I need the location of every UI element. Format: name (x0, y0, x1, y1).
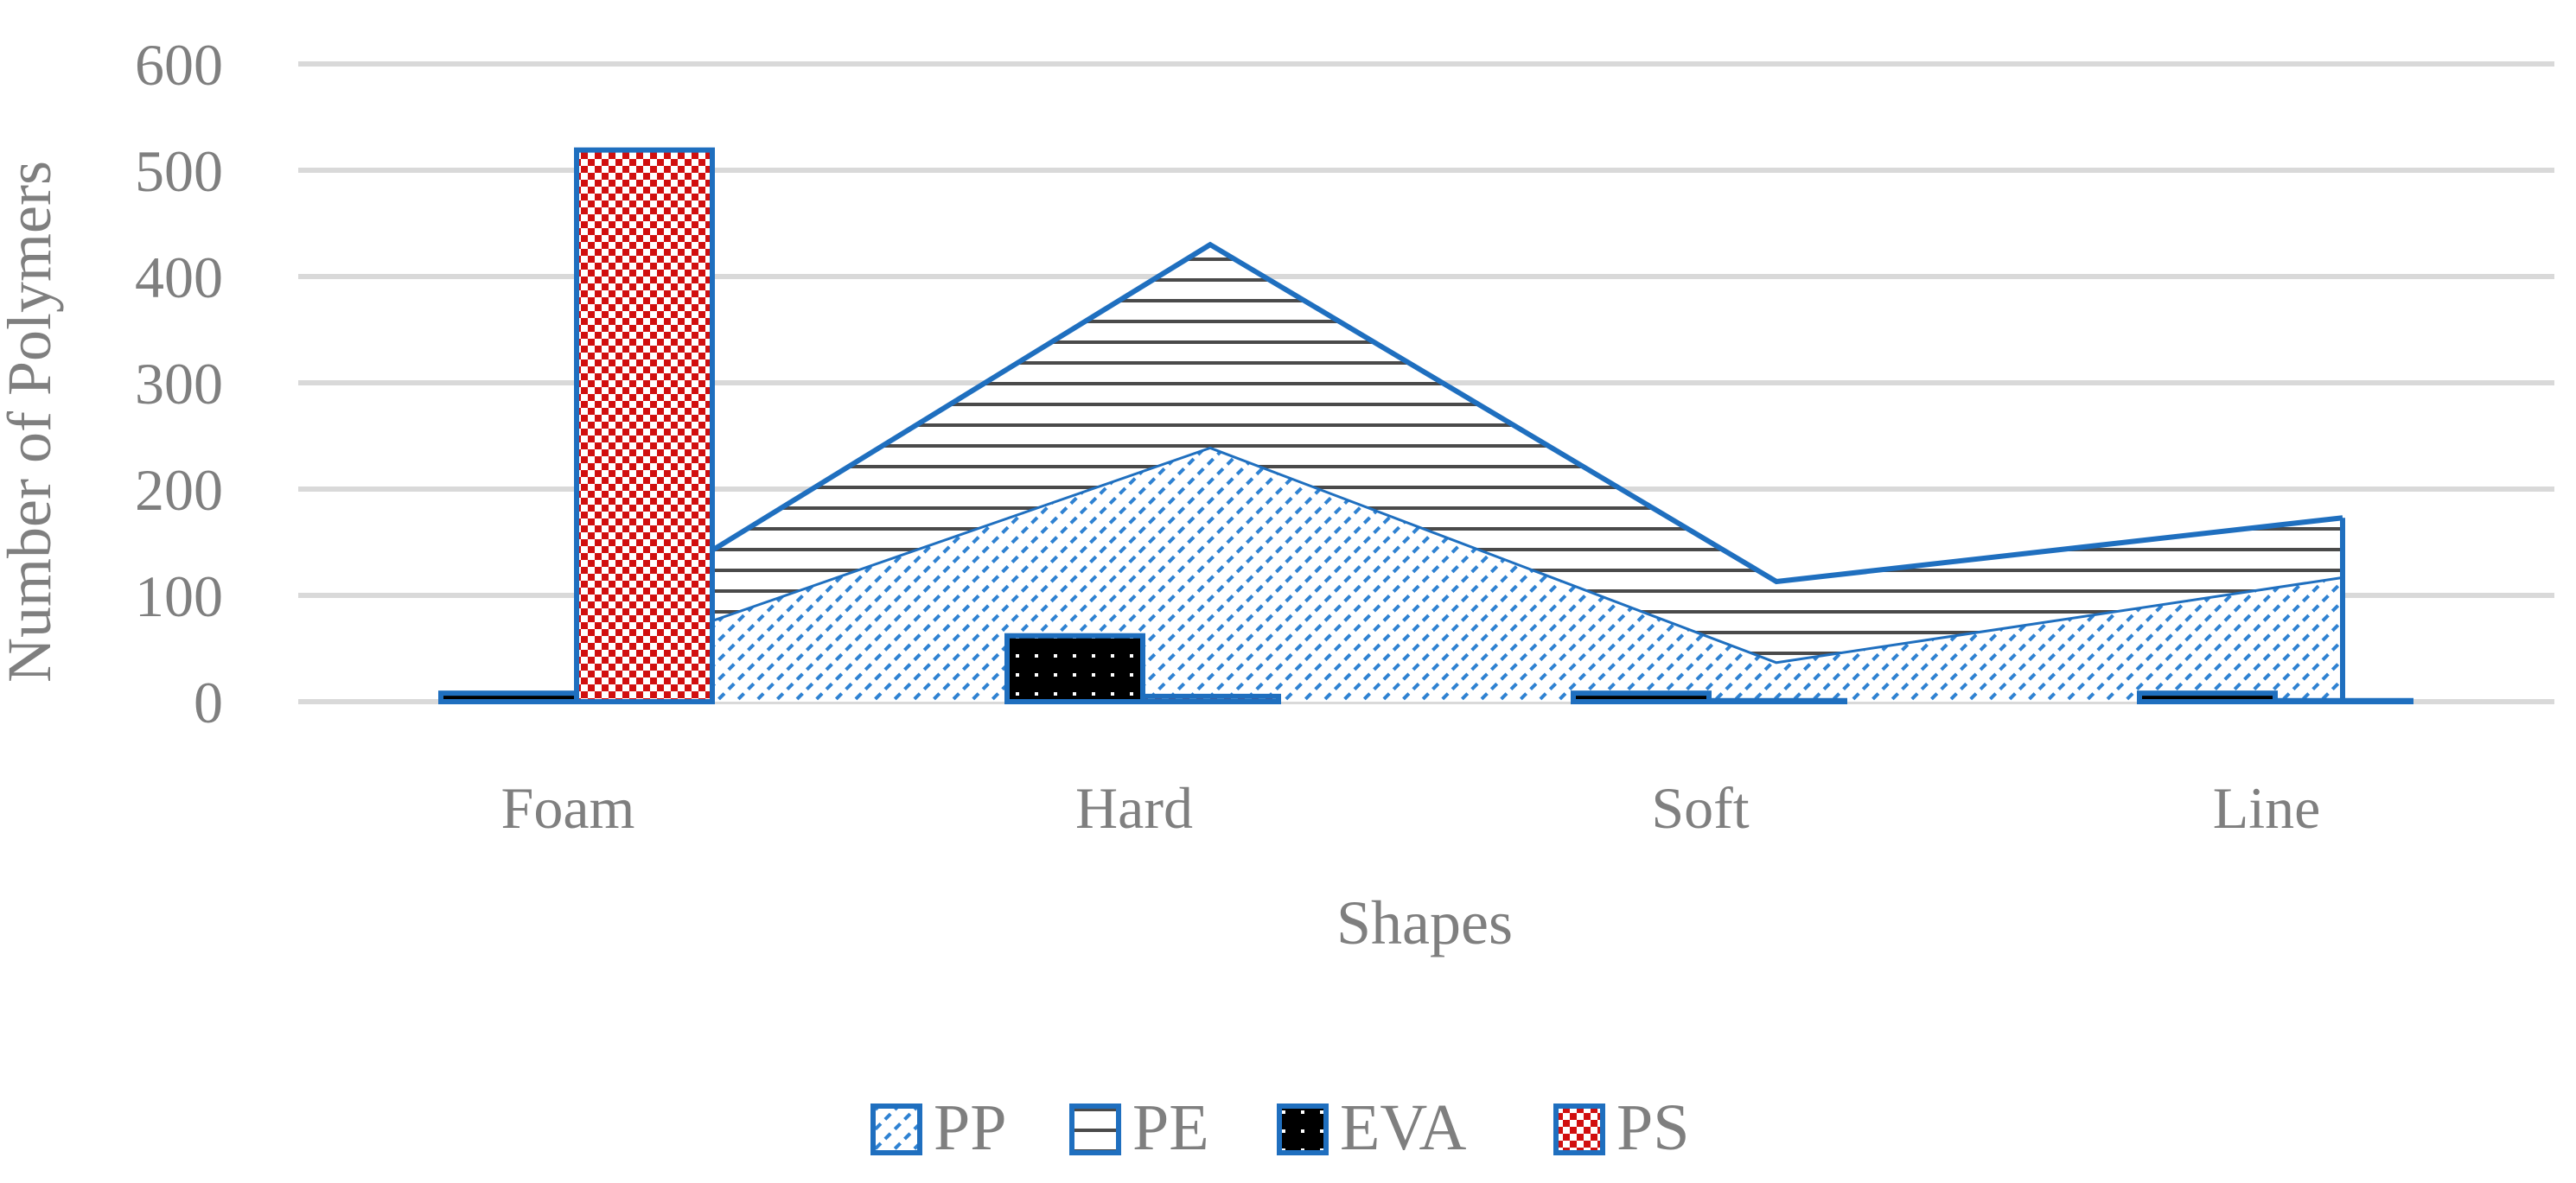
legend-swatch-pp (870, 1103, 922, 1155)
legend-label-ps: PS (1616, 1091, 1690, 1164)
x-axis-title: Shapes (1336, 888, 1513, 957)
bar-series (438, 147, 2413, 705)
y-tick-label: 400 (135, 245, 223, 310)
legend-swatch-eva (1277, 1103, 1329, 1155)
x-axis-ticks: Foam Hard Soft Line (501, 775, 2321, 841)
y-tick-label: 200 (135, 457, 223, 523)
y-tick-label: 500 (135, 138, 223, 204)
legend: PP PE EVA PS (870, 1091, 1690, 1164)
area-pe (644, 245, 2343, 662)
x-tick-label: Hard (1075, 775, 1193, 841)
y-tick-label: 600 (135, 32, 223, 98)
y-tick-label: 100 (135, 563, 223, 629)
legend-swatch-ps (1553, 1103, 1605, 1155)
x-tick-label: Foam (501, 775, 635, 841)
legend-label-eva: EVA (1340, 1091, 1467, 1164)
bar-ps (2273, 697, 2413, 705)
bar-ps (574, 147, 715, 704)
legend-label-pp: PP (934, 1091, 1007, 1164)
bar-eva (2137, 690, 2278, 704)
area-line-pe (642, 241, 2343, 595)
bar-ps (1140, 693, 1281, 704)
bar-eva (438, 690, 579, 704)
x-tick-label: Soft (1651, 775, 1749, 841)
legend-label-pe: PE (1132, 1091, 1209, 1164)
area-series (642, 241, 2345, 702)
legend-swatch-pe (1069, 1103, 1121, 1155)
bar-eva (1571, 690, 1712, 704)
y-axis-title: Number of Polymers (0, 161, 64, 683)
y-tick-label: 300 (135, 351, 223, 417)
x-tick-label: Line (2213, 775, 2321, 841)
bar-eva (1004, 633, 1145, 704)
y-axis-ticks: 0 100 200 300 400 500 600 (135, 32, 223, 735)
y-tick-label: 0 (194, 670, 223, 735)
bar-ps (1706, 697, 1847, 705)
